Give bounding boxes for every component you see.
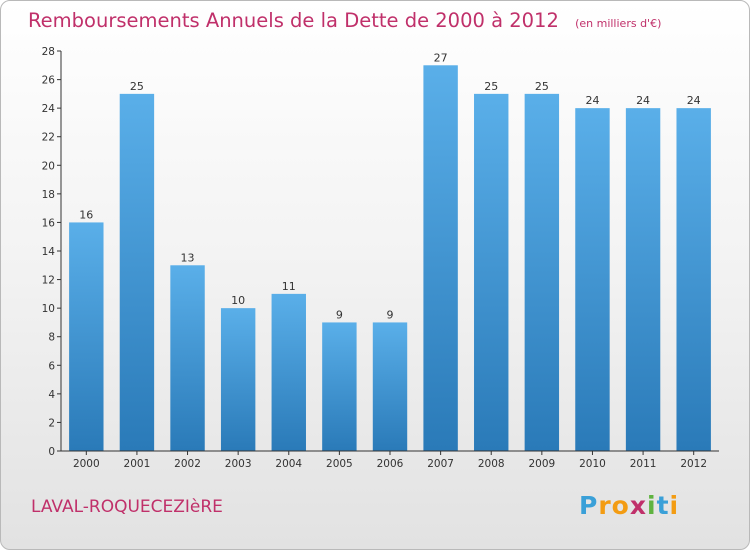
logo-letter: P	[579, 491, 599, 520]
x-tick-label-2000: 2000	[73, 458, 100, 470]
y-tick-label: 4	[48, 389, 55, 401]
x-tick-label-2003: 2003	[225, 458, 252, 470]
bar-2011	[625, 108, 661, 452]
data-label-2006: 9	[387, 308, 394, 321]
y-tick-label: 14	[42, 246, 56, 258]
bar-2003	[220, 308, 256, 451]
y-tick-label: 6	[48, 360, 55, 372]
data-label-2002: 13	[181, 251, 195, 264]
logo-letter: x	[629, 491, 647, 520]
data-label-2008: 25	[484, 80, 498, 93]
bar-2009	[524, 93, 560, 451]
y-tick-label: 20	[42, 160, 55, 172]
chart-title: Remboursements Annuels de la Dette de 20…	[28, 9, 661, 32]
x-tick-label-2009: 2009	[528, 458, 555, 470]
y-tick-label: 26	[42, 75, 56, 87]
logo-letter: i	[647, 491, 657, 520]
y-tick-label: 2	[48, 417, 55, 429]
x-tick-label-2004: 2004	[275, 458, 302, 470]
y-tick-label: 18	[42, 189, 55, 201]
commune-name: LAVAL-ROQUECEZIèRE	[31, 497, 223, 517]
x-tick-label-2012: 2012	[680, 458, 707, 470]
bar-2010	[575, 108, 610, 452]
data-label-2009: 25	[535, 80, 549, 93]
data-label-2010: 24	[585, 94, 599, 107]
data-label-2001: 25	[130, 80, 144, 93]
x-tick-label-2010: 2010	[579, 458, 606, 470]
y-tick-label: 22	[42, 132, 55, 144]
x-axis: 2000 2001 2002 2003 2004 2005 2006 2007 2008 2009…	[61, 450, 719, 470]
data-label-2003: 10	[231, 294, 245, 307]
logo-letter: o	[611, 491, 630, 520]
bar-2007	[423, 65, 458, 452]
x-tick-label-2002: 2002	[174, 458, 201, 470]
logo-letter: t	[656, 491, 670, 520]
y-tick-label: 12	[42, 275, 55, 287]
proxiti-logo: Proxiti	[579, 491, 679, 520]
logo-letter: r	[598, 491, 612, 520]
data-label-2000: 16	[79, 208, 93, 221]
bar-2004	[271, 293, 306, 451]
data-label-2011: 24	[636, 94, 650, 107]
x-tick-label-2007: 2007	[427, 458, 454, 470]
y-tick-label: 10	[42, 303, 55, 315]
logo-letter: i	[669, 491, 680, 520]
x-tick-label-2005: 2005	[326, 458, 353, 470]
data-label-2005: 9	[336, 308, 343, 321]
bars-group: 16 25 13 10 11 9 9 27 25 25 24 24 24	[69, 51, 711, 452]
bar-2002	[170, 265, 205, 451]
bar-2006	[372, 322, 408, 451]
bar-2001	[119, 93, 155, 451]
x-tick-label-2011: 2011	[630, 458, 657, 470]
y-tick-label: 8	[48, 332, 55, 344]
data-label-2012: 24	[687, 94, 701, 107]
bar-2008	[474, 93, 509, 451]
y-tick-label: 0	[48, 446, 55, 458]
data-label-2007: 27	[434, 51, 448, 64]
y-tick-label: 28	[42, 46, 55, 58]
data-label-2004: 11	[282, 280, 296, 293]
chart-subtitle: (en milliers d'€)	[575, 17, 662, 30]
x-tick-label-2001: 2001	[124, 458, 151, 470]
x-tick-label-2008: 2008	[478, 458, 505, 470]
y-tick-label: 16	[42, 217, 56, 229]
chart-title-text: Remboursements Annuels de la Dette de 20…	[28, 9, 559, 32]
bar-2012	[676, 108, 711, 452]
y-tick-label: 24	[42, 103, 56, 115]
bar-2005	[322, 322, 357, 451]
bar-2000	[69, 222, 104, 451]
x-tick-label-2006: 2006	[377, 458, 404, 470]
